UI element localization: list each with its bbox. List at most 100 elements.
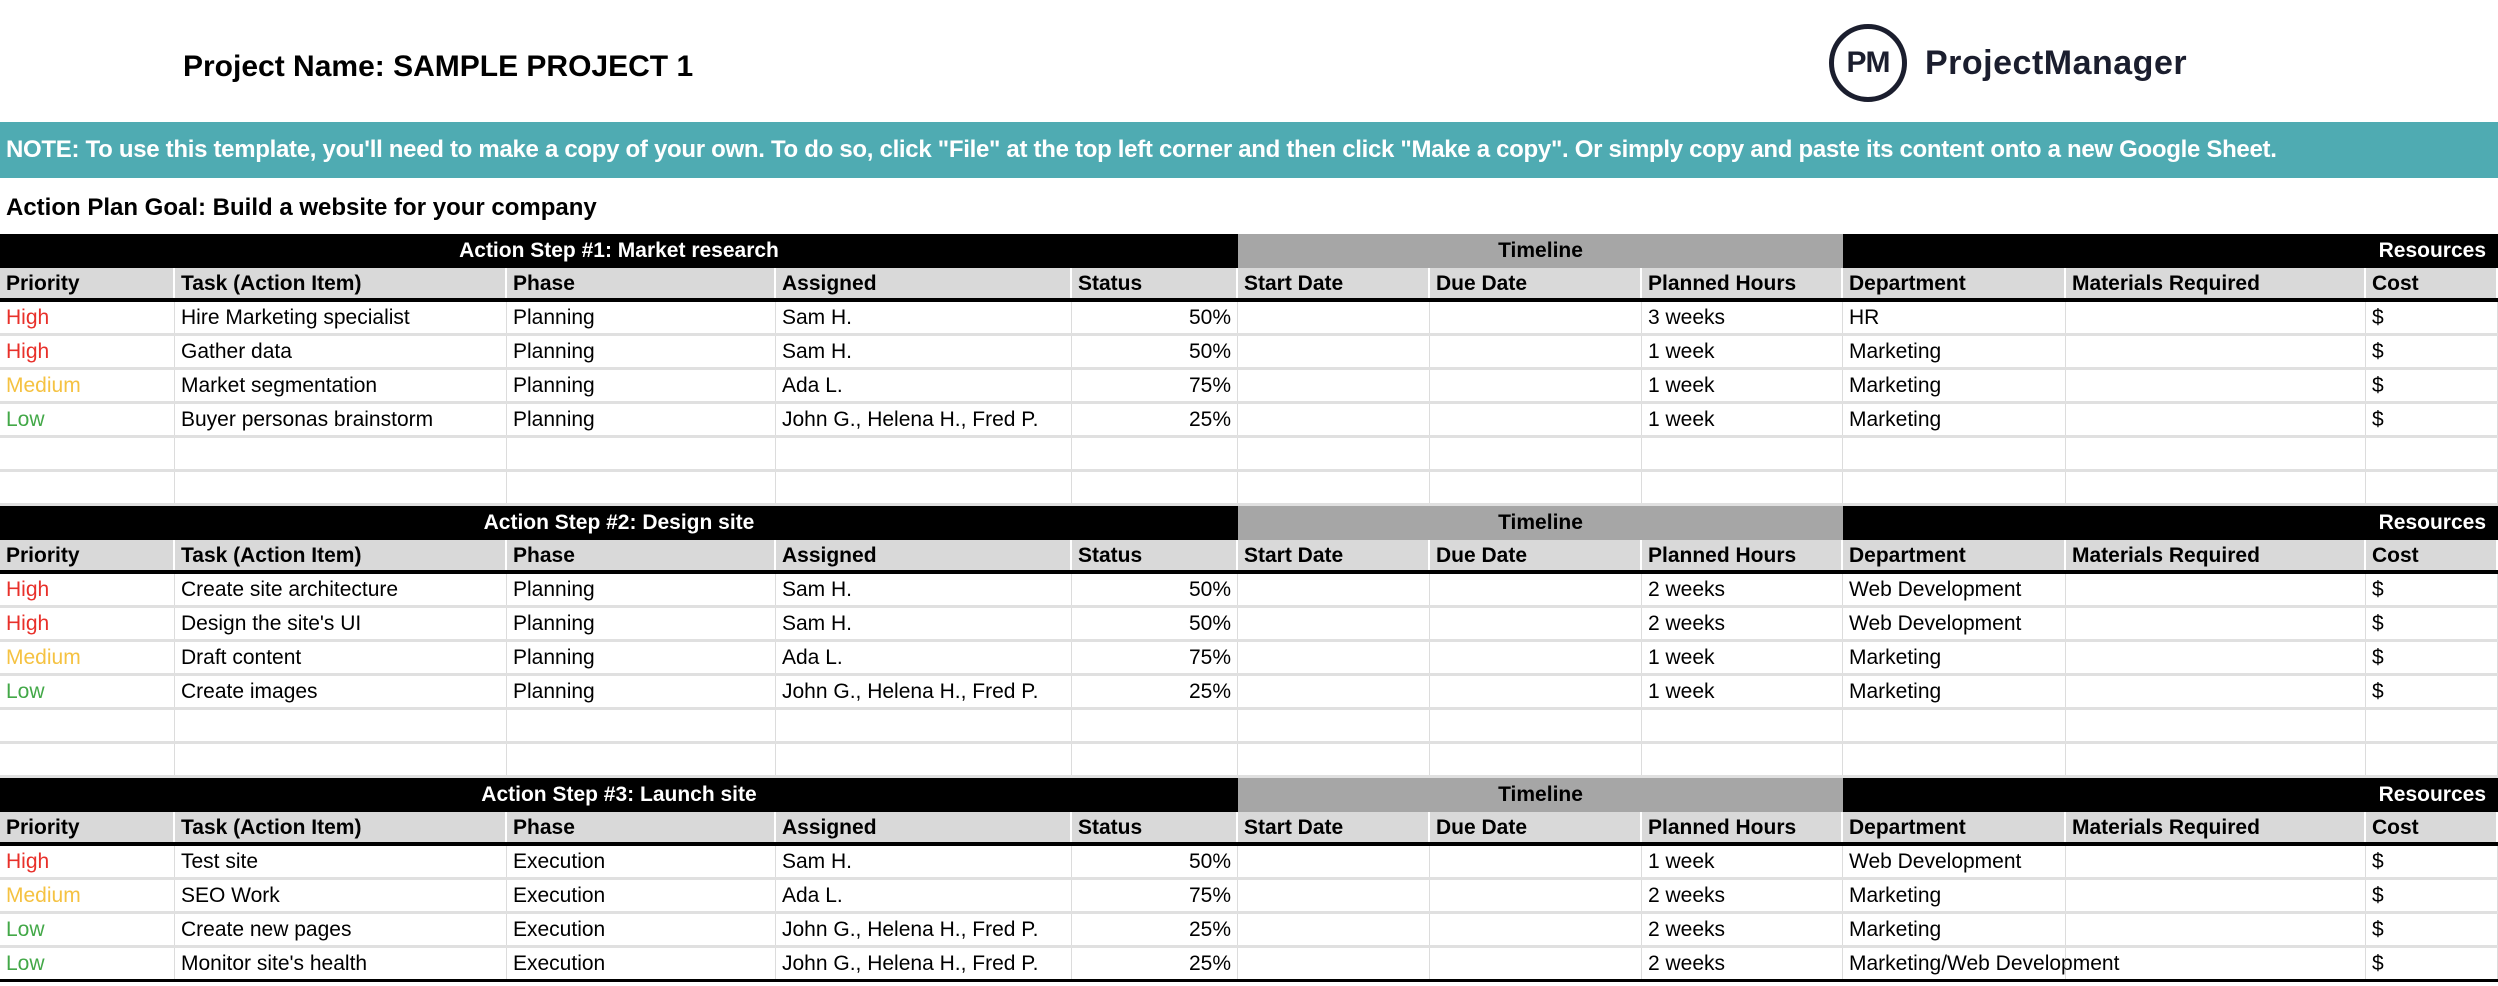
cell-assigned[interactable]: Sam H. (776, 336, 1072, 367)
cell-due-date[interactable] (1430, 710, 1642, 741)
cell-task[interactable]: Create images (175, 676, 507, 707)
cell-task[interactable]: Create new pages (175, 914, 507, 945)
column-header-status[interactable]: Status (1072, 540, 1238, 570)
cell-due-date[interactable] (1430, 370, 1642, 401)
cell-phase[interactable]: Planning (507, 642, 776, 673)
cell-materials-required[interactable] (2066, 336, 2366, 367)
cell-department[interactable]: Marketing (1843, 642, 2066, 673)
cell-department[interactable]: Marketing (1843, 880, 2066, 911)
cell-status[interactable]: 25% (1072, 404, 1238, 435)
cell-planned-hours[interactable]: 2 weeks (1642, 948, 1843, 979)
cell-planned-hours[interactable] (1642, 744, 1843, 775)
column-header-materials-required[interactable]: Materials Required (2066, 268, 2366, 298)
cell-due-date[interactable] (1430, 642, 1642, 673)
cell-materials-required[interactable] (2066, 404, 2366, 435)
cell-priority[interactable] (0, 438, 175, 469)
cell-cost[interactable] (2366, 744, 2498, 775)
cell-start-date[interactable] (1238, 710, 1430, 741)
column-header-assigned[interactable]: Assigned (776, 540, 1072, 570)
column-header-priority[interactable]: Priority (0, 812, 175, 842)
cell-assigned[interactable]: Ada L. (776, 642, 1072, 673)
cell-department[interactable] (1843, 710, 2066, 741)
cell-due-date[interactable] (1430, 744, 1642, 775)
cell-phase[interactable]: Planning (507, 404, 776, 435)
cell-phase[interactable] (507, 472, 776, 503)
cell-due-date[interactable] (1430, 846, 1642, 877)
column-header-task[interactable]: Task (Action Item) (175, 812, 507, 842)
cell-planned-hours[interactable]: 1 week (1642, 676, 1843, 707)
cell-task[interactable]: Draft content (175, 642, 507, 673)
cell-cost[interactable] (2366, 472, 2498, 503)
cell-status[interactable] (1072, 438, 1238, 469)
cell-planned-hours[interactable]: 2 weeks (1642, 914, 1843, 945)
cell-assigned[interactable]: John G., Helena H., Fred P. (776, 404, 1072, 435)
cell-task[interactable]: Create site architecture (175, 574, 507, 605)
cell-planned-hours[interactable]: 1 week (1642, 370, 1843, 401)
cell-department[interactable]: Marketing (1843, 336, 2066, 367)
priority-cell[interactable]: Medium (0, 642, 175, 673)
cell-department[interactable] (1843, 472, 2066, 503)
cell-cost[interactable]: $ (2366, 948, 2498, 979)
cell-start-date[interactable] (1238, 948, 1430, 979)
cell-status[interactable] (1072, 710, 1238, 741)
cell-due-date[interactable] (1430, 676, 1642, 707)
column-header-planned-hours[interactable]: Planned Hours (1642, 268, 1843, 298)
cell-department[interactable]: Marketing (1843, 404, 2066, 435)
cell-department[interactable]: Marketing (1843, 676, 2066, 707)
cell-priority[interactable] (0, 472, 175, 503)
cell-phase[interactable]: Planning (507, 302, 776, 333)
cell-department[interactable]: Marketing (1843, 370, 2066, 401)
column-header-start-date[interactable]: Start Date (1238, 540, 1430, 570)
cell-start-date[interactable] (1238, 744, 1430, 775)
cell-assigned[interactable]: John G., Helena H., Fred P. (776, 948, 1072, 979)
cell-due-date[interactable] (1430, 438, 1642, 469)
cell-cost[interactable]: $ (2366, 676, 2498, 707)
cell-assigned[interactable]: Sam H. (776, 302, 1072, 333)
column-header-materials-required[interactable]: Materials Required (2066, 540, 2366, 570)
cell-task[interactable] (175, 438, 507, 469)
cell-planned-hours[interactable]: 1 week (1642, 404, 1843, 435)
cell-start-date[interactable] (1238, 846, 1430, 877)
cell-planned-hours[interactable]: 3 weeks (1642, 302, 1843, 333)
cell-start-date[interactable] (1238, 370, 1430, 401)
cell-materials-required[interactable] (2066, 642, 2366, 673)
priority-cell[interactable]: Low (0, 948, 175, 979)
cell-planned-hours[interactable]: 2 weeks (1642, 574, 1843, 605)
column-header-department[interactable]: Department (1843, 540, 2066, 570)
column-header-cost[interactable]: Cost (2366, 812, 2498, 842)
cell-task[interactable]: Hire Marketing specialist (175, 302, 507, 333)
cell-department[interactable]: Web Development (1843, 574, 2066, 605)
cell-planned-hours[interactable]: 1 week (1642, 336, 1843, 367)
cell-phase[interactable] (507, 438, 776, 469)
priority-cell[interactable]: Low (0, 676, 175, 707)
cell-assigned[interactable]: Ada L. (776, 880, 1072, 911)
cell-assigned[interactable]: John G., Helena H., Fred P. (776, 676, 1072, 707)
cell-cost[interactable]: $ (2366, 914, 2498, 945)
column-header-priority[interactable]: Priority (0, 540, 175, 570)
cell-start-date[interactable] (1238, 404, 1430, 435)
cell-department[interactable]: Web Development (1843, 846, 2066, 877)
cell-task[interactable]: SEO Work (175, 880, 507, 911)
cell-planned-hours[interactable] (1642, 710, 1843, 741)
cell-cost[interactable]: $ (2366, 302, 2498, 333)
priority-cell[interactable]: High (0, 302, 175, 333)
cell-status[interactable]: 50% (1072, 608, 1238, 639)
cell-status[interactable]: 50% (1072, 336, 1238, 367)
cell-materials-required[interactable] (2066, 370, 2366, 401)
cell-status[interactable]: 50% (1072, 574, 1238, 605)
column-header-task[interactable]: Task (Action Item) (175, 540, 507, 570)
cell-cost[interactable] (2366, 438, 2498, 469)
cell-department[interactable]: Marketing (1843, 914, 2066, 945)
cell-materials-required[interactable] (2066, 948, 2366, 979)
column-header-start-date[interactable]: Start Date (1238, 812, 1430, 842)
cell-status[interactable]: 25% (1072, 948, 1238, 979)
cell-task[interactable]: Buyer personas brainstorm (175, 404, 507, 435)
cell-phase[interactable]: Planning (507, 574, 776, 605)
priority-cell[interactable]: Low (0, 404, 175, 435)
cell-materials-required[interactable] (2066, 574, 2366, 605)
cell-status[interactable]: 75% (1072, 370, 1238, 401)
cell-status[interactable]: 75% (1072, 880, 1238, 911)
cell-cost[interactable]: $ (2366, 880, 2498, 911)
cell-materials-required[interactable] (2066, 710, 2366, 741)
cell-materials-required[interactable] (2066, 608, 2366, 639)
